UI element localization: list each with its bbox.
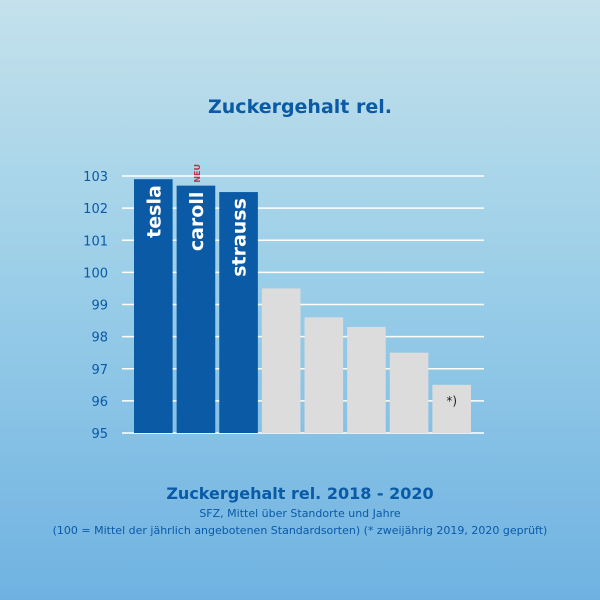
caption-note: (100 = Mittel der jährlich angebotenen S… [52, 524, 548, 537]
y-tick-label: 100 [83, 266, 108, 281]
caption-title: Zuckergehalt rel. 2018 - 2020 [166, 484, 434, 503]
y-tick-label: 103 [83, 170, 108, 185]
bar [432, 384, 471, 433]
caption: Zuckergehalt rel. 2018 - 2020 SFZ, Mitte… [0, 484, 600, 537]
bar [261, 288, 301, 433]
y-tick-label: 96 [91, 395, 108, 410]
bar-category-label: tesla [143, 185, 165, 238]
new-badge: NEU [193, 164, 202, 183]
bar-category-label: strauss [229, 198, 251, 277]
chart-title: Zuckergehalt rel. [208, 96, 392, 118]
bar [347, 326, 386, 433]
y-tick-label: 99 [91, 299, 108, 314]
y-tick-label: 101 [83, 234, 108, 249]
y-tick-label: 97 [91, 363, 108, 378]
y-tick-label: 102 [83, 202, 108, 217]
bar-category-label: caroll [186, 192, 208, 252]
bar [304, 317, 344, 433]
bar-footnote-mark: *) [446, 394, 457, 408]
y-tick-label: 95 [91, 427, 108, 442]
bar [219, 192, 258, 433]
bar [134, 179, 173, 433]
caption-subtitle: SFZ, Mittel über Standorte und Jahre [199, 507, 401, 520]
bar [176, 185, 216, 433]
bar [389, 352, 429, 433]
y-tick-label: 98 [91, 331, 108, 346]
